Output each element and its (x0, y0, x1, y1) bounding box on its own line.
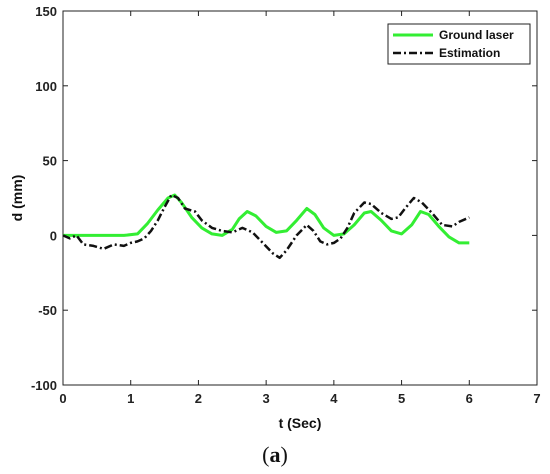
legend: Ground laser Estimation (387, 23, 531, 65)
x-tick-label: 6 (466, 391, 473, 406)
legend-label-estimation: Estimation (439, 46, 500, 60)
legend-box (387, 23, 531, 65)
y-tick-label: -50 (38, 303, 57, 318)
x-tick-label: 7 (533, 391, 540, 406)
figure-caption-label: a (269, 442, 281, 467)
axis-ticks: 0 1 2 3 4 5 6 7 -100 -50 0 50 100 150 (31, 4, 541, 406)
x-tick-label: 5 (398, 391, 405, 406)
series-line-estimation (62, 193, 470, 260)
y-tick-label: 100 (35, 79, 57, 94)
y-tick-label: -100 (31, 378, 57, 393)
x-tick-label: 3 (263, 391, 270, 406)
x-tick-label: 4 (330, 391, 338, 406)
figure-caption: (a) (262, 442, 288, 467)
plot-area (62, 10, 538, 386)
x-axis-label: t (Sec) (279, 415, 322, 431)
x-tick-label: 0 (59, 391, 66, 406)
series-lines (62, 193, 470, 260)
legend-label-ground-laser: Ground laser (439, 28, 514, 42)
y-tick-label: 50 (43, 154, 57, 169)
y-tick-label: 0 (50, 228, 57, 243)
x-tick-label: 1 (127, 391, 134, 406)
y-axis-label: d (mm) (9, 175, 25, 222)
y-tick-label: 150 (35, 4, 57, 19)
x-tick-label: 2 (195, 391, 202, 406)
